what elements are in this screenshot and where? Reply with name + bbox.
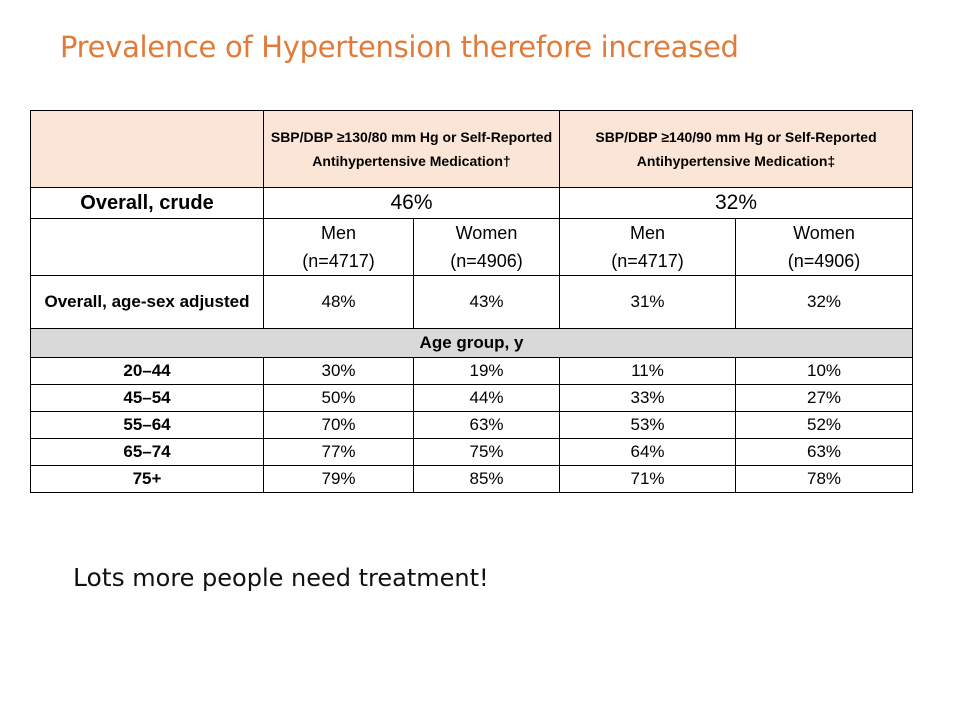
table-cell: 48% bbox=[263, 275, 414, 329]
men-label: Men bbox=[320, 223, 356, 243]
age-label: 65–74 bbox=[30, 438, 264, 466]
table-cell: 78% bbox=[735, 465, 913, 493]
table-cell: 11% bbox=[559, 357, 736, 385]
age-label: 20–44 bbox=[30, 357, 264, 385]
table-cell: 10% bbox=[735, 357, 913, 385]
age-label: 45–54 bbox=[30, 384, 264, 412]
table-row: 55–64 70% 63% 53% 52% bbox=[30, 411, 913, 439]
table-cell: 75% bbox=[413, 438, 560, 466]
women-label: Women bbox=[793, 223, 855, 243]
table-cell: 50% bbox=[263, 384, 414, 412]
men-label: Men bbox=[629, 223, 665, 243]
men-n: (n=4717) bbox=[302, 251, 375, 271]
adjusted-label: Overall, age-sex adjusted bbox=[30, 275, 264, 329]
crude-label: Overall, crude bbox=[30, 187, 264, 219]
table-row: 20–44 30% 19% 11% 10% bbox=[30, 357, 913, 385]
table-cell: 52% bbox=[735, 411, 913, 439]
sex-header-row: Men (n=4717) Women (n=4906) Men (n=4717) Wo… bbox=[30, 218, 913, 276]
table-cell: 77% bbox=[263, 438, 414, 466]
table-cell: 43% bbox=[413, 275, 560, 329]
table-cell: 33% bbox=[559, 384, 736, 412]
table-cell: 71% bbox=[559, 465, 736, 493]
women-header-a: Women (n=4906) bbox=[413, 218, 560, 276]
crude-row: Overall, crude 46% 32% bbox=[30, 187, 913, 219]
table-cell: 79% bbox=[263, 465, 414, 493]
adjusted-row: Overall, age-sex adjusted 48% 43% 31% 32… bbox=[30, 275, 913, 329]
men-header-b: Men (n=4717) bbox=[559, 218, 736, 276]
table-cell: 27% bbox=[735, 384, 913, 412]
crude-value-140-90: 32% bbox=[559, 187, 913, 219]
women-label: Women bbox=[455, 223, 518, 243]
table-cell: 64% bbox=[559, 438, 736, 466]
women-header-b: Women (n=4906) bbox=[735, 218, 913, 276]
header-blank-cell bbox=[30, 110, 264, 188]
age-group-section-row: Age group, y bbox=[30, 328, 913, 358]
table-cell: 70% bbox=[263, 411, 414, 439]
table-cell: 30% bbox=[263, 357, 414, 385]
table-cell: 63% bbox=[413, 411, 560, 439]
table-cell: 19% bbox=[413, 357, 560, 385]
note-rest: more people need treatment! bbox=[124, 564, 489, 592]
table-row: 45–54 50% 44% 33% 27% bbox=[30, 384, 913, 412]
crude-value-130-80: 46% bbox=[263, 187, 560, 219]
table-cell: 31% bbox=[559, 275, 736, 329]
age-group-label: Age group, y bbox=[30, 328, 913, 358]
table-row: 65–74 77% 75% 64% 63% bbox=[30, 438, 913, 466]
hypertension-prevalence-table: SBP/DBP ≥130/80 mm Hg or Self-Reported A… bbox=[30, 110, 913, 493]
men-n: (n=4717) bbox=[611, 251, 684, 271]
header-140-90: SBP/DBP ≥140/90 mm Hg or Self-Reported A… bbox=[559, 110, 913, 188]
women-n: (n=4906) bbox=[787, 251, 861, 271]
age-label: 75+ bbox=[30, 465, 264, 493]
table-cell: 32% bbox=[735, 275, 913, 329]
note-first-word: Lots bbox=[73, 563, 125, 592]
women-n: (n=4906) bbox=[450, 251, 523, 271]
table-row: 75+ 79% 85% 71% 78% bbox=[30, 465, 913, 493]
table-cell: 53% bbox=[559, 411, 736, 439]
table-cell: 85% bbox=[413, 465, 560, 493]
table-header-row: SBP/DBP ≥130/80 mm Hg or Self-Reported A… bbox=[30, 110, 913, 188]
table-cell: 63% bbox=[735, 438, 913, 466]
takeaway-note: Lots more people need treatment! bbox=[73, 563, 489, 592]
table-cell: 44% bbox=[413, 384, 560, 412]
men-header-a: Men (n=4717) bbox=[263, 218, 414, 276]
age-label: 55–64 bbox=[30, 411, 264, 439]
slide-title: Prevalence of Hypertension therefore inc… bbox=[60, 30, 739, 64]
sex-header-blank bbox=[30, 218, 264, 276]
header-130-80: SBP/DBP ≥130/80 mm Hg or Self-Reported A… bbox=[263, 110, 560, 188]
